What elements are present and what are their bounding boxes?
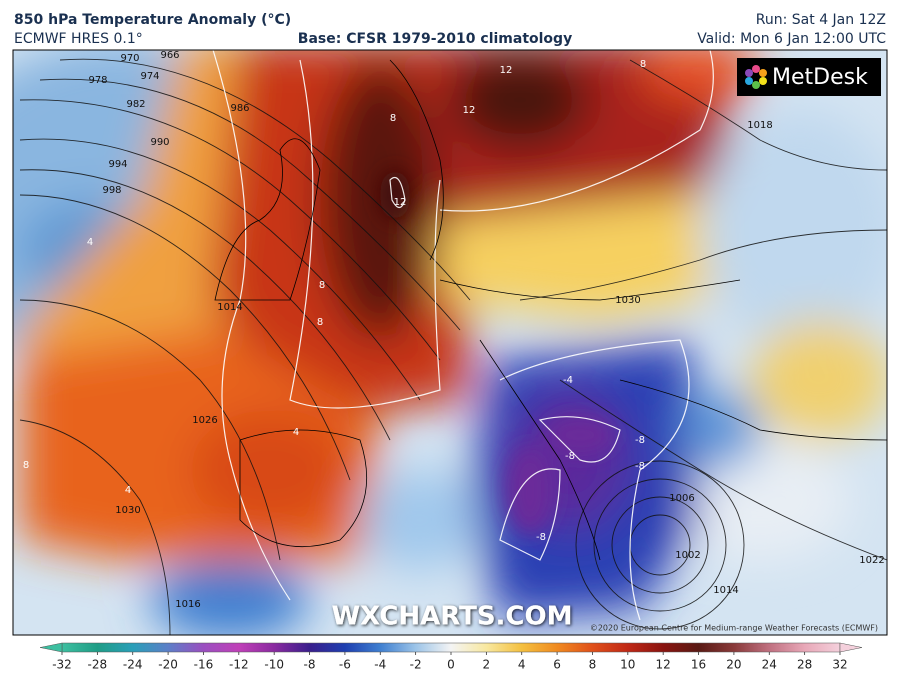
anomaly-label: 8: [317, 317, 323, 328]
isobar-label: 990: [150, 137, 169, 148]
isobar-label: 1018: [747, 120, 772, 131]
isobar-label: 998: [102, 185, 121, 196]
anomaly-label: -8: [635, 435, 645, 446]
colorbar-tick-label: -10: [264, 658, 284, 672]
base: Base: CFSR 1979-2010 climatology: [298, 31, 572, 47]
colorbar-tick-label: 20: [726, 658, 741, 672]
logo-box: [737, 58, 881, 96]
anomaly-label: 8: [23, 460, 29, 471]
colorbar-tick-label: -28: [88, 658, 108, 672]
isobar-label: 966: [160, 50, 179, 61]
anomaly-label: 4: [87, 237, 93, 248]
colorbar-tick-label: -24: [123, 658, 143, 672]
colorbar-tick-label: -12: [229, 658, 249, 672]
colorbar-tick-label: 6: [553, 658, 561, 672]
isobar-label: 1030: [115, 505, 140, 516]
anomaly-label: 8: [390, 113, 396, 124]
run: Run: Sat 4 Jan 12Z: [756, 12, 886, 28]
isobar-label: 1030: [615, 295, 640, 306]
colorbar-tick-label: 4: [518, 658, 526, 672]
isobar-label: 974: [140, 71, 159, 82]
isobar-label: 994: [108, 159, 127, 170]
colorbar-tick-label: 28: [797, 658, 812, 672]
title: 850 hPa Temperature Anomaly (°C): [14, 12, 291, 28]
isobar-label: 1006: [669, 493, 694, 504]
isobar-label: 1002: [675, 550, 700, 561]
anomaly-label: 8: [319, 280, 325, 291]
anomaly-label: 12: [463, 105, 476, 116]
colorbar-tick-label: -8: [304, 658, 316, 672]
colorbar-tick-label: 16: [691, 658, 706, 672]
anomaly-label: 4: [125, 485, 131, 496]
anomaly-label: 12: [500, 65, 513, 76]
anomaly-label: 12: [394, 197, 407, 208]
isobar-label: 1016: [175, 599, 200, 610]
colorbar-tick-label: 10: [620, 658, 635, 672]
colorbar-tick-label: -4: [374, 658, 386, 672]
anomaly-label: 4: [293, 427, 299, 438]
colorbar-right-arrow: [839, 642, 863, 653]
colorbar-tick-label: -6: [339, 658, 351, 672]
isobar-label: 1026: [192, 415, 217, 426]
colorbar-tick-label: 0: [447, 658, 455, 672]
logo-text: MetDesk: [772, 65, 868, 90]
colorbar-tick-label: 2: [483, 658, 491, 672]
colorbar-tick-label: -32: [52, 658, 72, 672]
colorbar-tick-label: -2: [410, 658, 422, 672]
anomaly-label: 8: [640, 59, 646, 70]
isobar-label: 1022: [859, 555, 884, 566]
colorbar-left-arrow: [39, 642, 63, 653]
anomaly-label: -8: [536, 532, 546, 543]
anomaly-label: -8: [635, 461, 645, 472]
colorbar-tick-label: 12: [656, 658, 671, 672]
isobar-label: 986: [230, 103, 249, 114]
model: ECMWF HRES 0.1°: [14, 31, 143, 47]
colorbar-tick-label: 8: [589, 658, 597, 672]
colorbar: [61, 642, 841, 653]
colorbar-tick-label: -20: [158, 658, 178, 672]
colorbar-tick-label: 24: [762, 658, 777, 672]
copyright: ©2020 European Centre for Medium-range W…: [590, 624, 878, 633]
anomaly-label: -4: [563, 375, 573, 386]
anomaly-label: -8: [565, 451, 575, 462]
colorbar-tick-label: -16: [194, 658, 214, 672]
valid: Valid: Mon 6 Jan 12:00 UTC: [697, 31, 886, 47]
isobar-label: 1014: [217, 302, 242, 313]
watermark: WXCHARTS.COM: [331, 602, 572, 632]
map-frame: [12, 49, 888, 636]
logo-icon: [745, 65, 767, 89]
isobar-label: 970: [120, 53, 139, 64]
isobar-label: 1014: [713, 585, 738, 596]
colorbar-tick-label: 32: [832, 658, 847, 672]
isobar-label: 982: [126, 99, 145, 110]
isobar-label: 978: [88, 75, 107, 86]
